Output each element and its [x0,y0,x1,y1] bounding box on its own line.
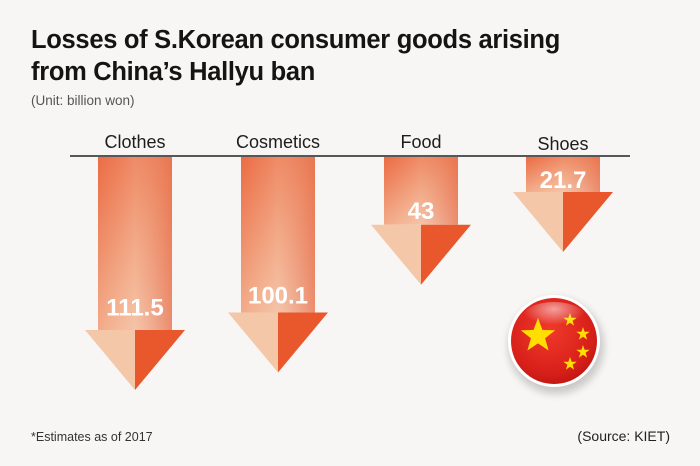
arrow-head-right [421,224,471,285]
arrow-shade [421,157,458,225]
china-flag-icon [508,295,604,394]
value-label: 111.5 [106,294,163,321]
footnote: *Estimates as of 2017 [31,430,153,444]
chart-title: Losses of S.Korean consumer goods arisin… [31,26,560,86]
bar-food: Food 43 [371,132,471,285]
category-label: Cosmetics [236,132,320,152]
value-label: 43 [408,198,435,225]
bar-clothes: Clothes 111.5 [85,132,185,390]
arrow-shade [563,157,600,192]
category-label: Clothes [104,132,165,152]
arrow-head-right [563,192,613,252]
value-label: 100.1 [248,283,308,310]
source-label: (Source: KIET) [577,428,670,444]
arrow-head-right [135,330,185,390]
category-label: Food [400,132,441,152]
arrow-shade [278,157,315,313]
arrow-head-left [228,312,278,373]
value-label: 21.7 [540,167,587,194]
arrow-head-left [85,330,135,390]
arrow-head-right [278,312,328,373]
arrow-shade [135,157,172,330]
bar-shoes: Shoes 21.7 [513,134,613,252]
bar-cosmetics: Cosmetics 100.1 [228,132,328,373]
arrow-head-left [513,192,563,252]
category-label: Shoes [537,134,588,154]
unit-label: (Unit: billion won) [31,93,135,108]
arrow-head-left [371,224,421,285]
